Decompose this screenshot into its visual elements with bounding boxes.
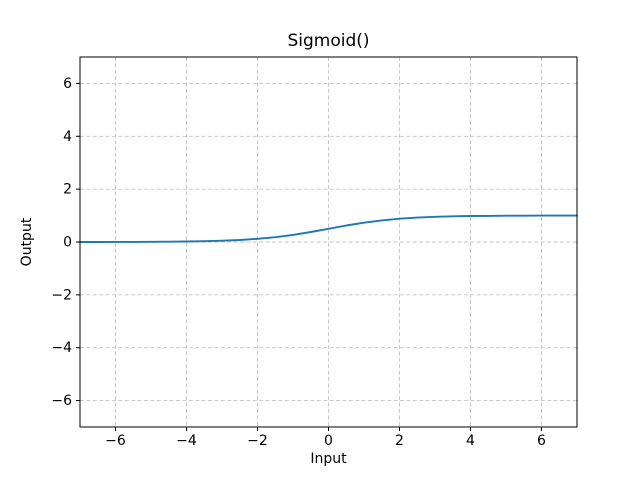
y-tick-label: 6 bbox=[63, 76, 72, 92]
y-axis-label: Output bbox=[19, 217, 35, 267]
x-tick-label: −6 bbox=[105, 433, 126, 449]
chart-title: Sigmoid() bbox=[287, 31, 370, 51]
x-axis-label: Input bbox=[310, 451, 347, 467]
x-tick-label: −4 bbox=[176, 433, 197, 449]
y-tick-label: 0 bbox=[63, 235, 72, 251]
x-tick-label: 4 bbox=[466, 433, 475, 449]
x-tick-label: 2 bbox=[395, 433, 404, 449]
y-tick-label: −6 bbox=[51, 393, 72, 409]
x-tick-label: 6 bbox=[537, 433, 546, 449]
y-tick-label: −2 bbox=[51, 287, 72, 303]
x-tick-label: −2 bbox=[247, 433, 268, 449]
sigmoid-curve bbox=[79, 214, 578, 243]
y-tick-label: 4 bbox=[63, 129, 72, 145]
y-tick-label: 2 bbox=[63, 182, 72, 198]
y-tick-label: −4 bbox=[51, 340, 72, 356]
x-tick-label: 0 bbox=[324, 433, 333, 449]
